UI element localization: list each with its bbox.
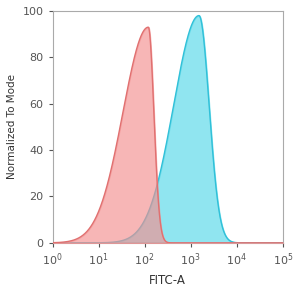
Y-axis label: Normalized To Mode: Normalized To Mode bbox=[7, 74, 17, 179]
X-axis label: FITC-A: FITC-A bbox=[149, 274, 186, 287]
